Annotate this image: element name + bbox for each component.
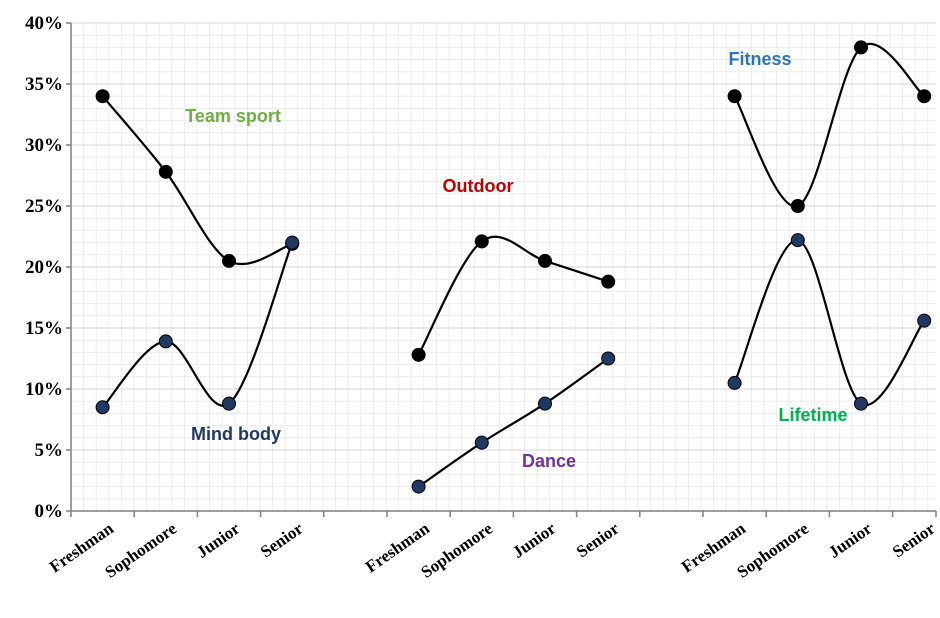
series-points (95, 40, 932, 494)
data-point (790, 233, 805, 248)
y-tick-label: 40% (25, 13, 63, 34)
y-tick-label: 35% (25, 74, 63, 95)
series-line (733, 239, 926, 407)
series-label: Lifetime (778, 405, 847, 425)
x-tick-label: Sophomore (417, 518, 496, 581)
series-labels: Team sport Mind body Outdoor Dance Fitness Li… (185, 49, 847, 471)
major-gridlines (71, 22, 936, 451)
data-point (285, 235, 300, 250)
x-tick-label: Sophomore (733, 518, 812, 581)
y-tick-label: 30% (25, 135, 63, 156)
data-point (538, 396, 552, 411)
data-point (601, 274, 616, 289)
x-tick-label: Junior (509, 518, 560, 561)
data-point (474, 234, 489, 249)
series-label: Team sport (185, 106, 281, 126)
data-point (158, 164, 173, 179)
data-point (601, 351, 616, 366)
series-line (417, 235, 609, 356)
data-point (95, 400, 110, 415)
x-tick-label: Sophomore (101, 518, 180, 581)
x-tick-label: Senior (573, 518, 623, 561)
data-point (95, 89, 110, 104)
data-point (727, 375, 742, 390)
y-tick-label: 5% (35, 440, 64, 461)
data-point (411, 347, 426, 362)
y-tick-label: 0% (35, 501, 64, 522)
y-tick-label: 10% (25, 379, 63, 400)
series-line (101, 95, 293, 266)
series-label: Dance (522, 451, 576, 471)
x-tick-label: Senior (257, 518, 307, 561)
data-point (158, 334, 173, 349)
x-tick-label: Junior (193, 518, 244, 561)
data-point (917, 313, 932, 328)
series-line (733, 43, 925, 208)
series-label: Fitness (728, 49, 791, 69)
data-point (474, 435, 489, 450)
data-point (538, 253, 552, 268)
series-line (417, 357, 609, 488)
series-label: Mind body (191, 424, 281, 444)
series-label: Outdoor (443, 176, 514, 196)
y-tick-label: 15% (25, 318, 63, 339)
data-point (790, 199, 805, 213)
y-tick-label: 25% (25, 196, 63, 217)
data-point (917, 89, 932, 104)
x-tick-label: Senior (889, 518, 939, 561)
data-point (727, 89, 742, 104)
series-lines (101, 43, 926, 488)
y-tick-label: 20% (25, 257, 63, 278)
x-tick-label: Junior (825, 518, 876, 561)
y-axis: 0% 5% 10% 15% 20% 25% 30% 35% 40% (25, 13, 72, 522)
series-line (101, 242, 294, 409)
data-point (854, 396, 868, 411)
data-point (854, 40, 868, 55)
data-point (222, 253, 236, 268)
data-point (411, 479, 426, 494)
data-point (222, 396, 236, 411)
